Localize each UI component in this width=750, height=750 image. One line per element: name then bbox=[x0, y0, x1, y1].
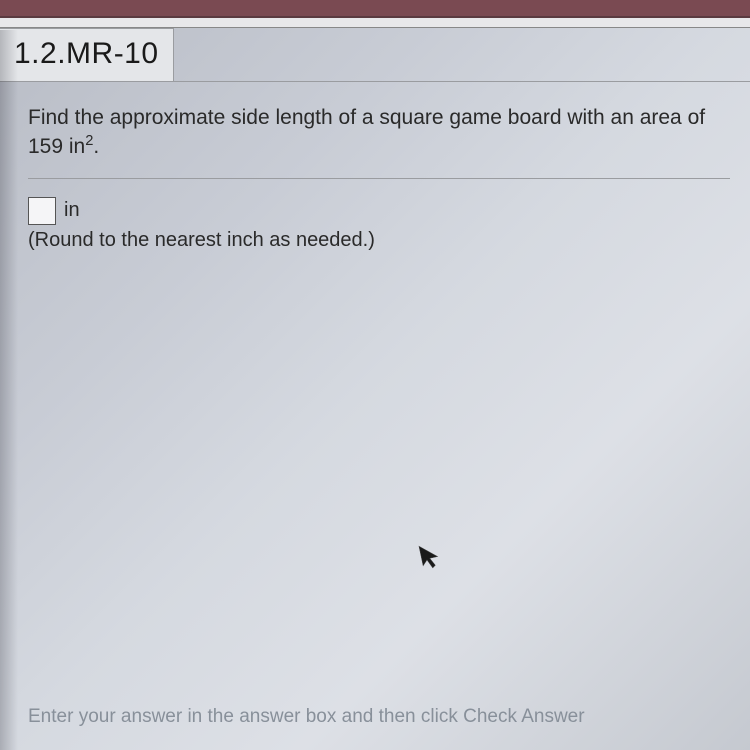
prompt-suffix: . bbox=[93, 135, 99, 158]
question-body: Find the approximate side length of a sq… bbox=[0, 81, 750, 252]
answer-input[interactable] bbox=[28, 197, 56, 225]
area-unit-base: in bbox=[69, 135, 85, 158]
footer-instruction: Enter your answer in the answer box and … bbox=[28, 706, 585, 728]
answer-row: in bbox=[28, 197, 740, 225]
toolbar-separator bbox=[0, 18, 750, 28]
browser-tab-strip bbox=[0, 0, 750, 18]
prompt-prefix: Find the approximate side length of a sq… bbox=[28, 106, 705, 129]
question-prompt: Find the approximate side length of a sq… bbox=[28, 104, 730, 179]
question-header: 1.2.MR-10 bbox=[0, 28, 174, 82]
cursor-icon bbox=[417, 540, 446, 579]
question-id-label: 1.2.MR-10 bbox=[14, 37, 159, 70]
area-value: 159 bbox=[28, 135, 63, 158]
rounding-hint: (Round to the nearest inch as needed.) bbox=[28, 229, 740, 252]
answer-unit-label: in bbox=[64, 199, 80, 222]
answer-area: in (Round to the nearest inch as needed.… bbox=[28, 197, 740, 252]
